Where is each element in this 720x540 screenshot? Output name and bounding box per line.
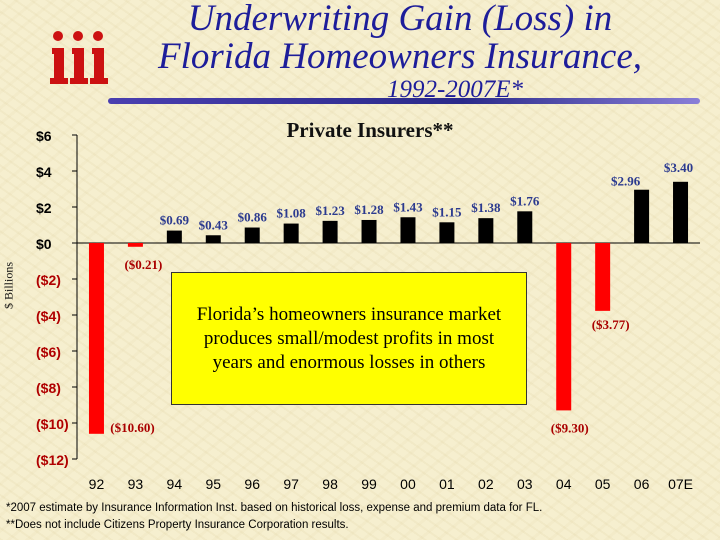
x-tick-label: 02 [478,476,494,492]
title-underline [108,98,700,104]
chart-axes: $6 $4 $2 $0 ($2) ($4) ($6) ($8) ($10) ($12) 92 93 94… [36,128,700,492]
bar-94 [166,230,182,243]
data-label-04: ($9.30) [551,420,589,435]
x-tick-label: 07E [668,476,693,492]
x-tick-label: 95 [205,476,221,492]
bar-06 [634,189,650,243]
annotation-callout: Florida’s homeowners insurance market pr… [171,272,527,405]
data-label-92: ($10.60) [110,420,154,435]
data-label-02: $1.38 [471,200,501,215]
y-tick-label: ($4) [36,308,61,324]
data-label-05: ($3.77) [592,317,630,332]
x-tick-label: 98 [322,476,338,492]
chart-title-line1: Underwriting Gain (Loss) in [187,0,613,39]
data-label-98: $1.23 [315,203,345,218]
y-tick-label: $4 [36,164,52,180]
chart-title: Underwriting Gain (Loss) in Florida Home… [100,0,700,104]
x-tick-label: 01 [439,476,455,492]
chart-subtitle: Private Insurers** [286,118,454,142]
y-tick-label: ($2) [36,272,61,288]
x-tick-label: 96 [244,476,260,492]
y-tick-label: ($12) [36,452,69,468]
y-tick-label: $6 [36,128,52,144]
bar-96 [244,227,260,243]
data-label-95: $0.43 [199,217,229,232]
data-label-96: $0.86 [238,210,268,225]
bar-92 [88,243,104,434]
bar-99 [361,219,377,243]
data-label-99: $1.28 [354,202,384,217]
x-tick-label: 94 [167,476,183,492]
data-label-03: $1.76 [510,193,540,208]
data-label-07E: $3.40 [664,160,693,175]
y-tick-label: ($6) [36,344,61,360]
data-label-94: $0.69 [160,213,190,228]
x-tick-label: 03 [517,476,533,492]
x-tick-label: 99 [361,476,377,492]
bar-07E [673,181,689,243]
bar-04 [556,243,572,411]
data-label-97: $1.08 [277,206,307,221]
bar-03 [517,211,533,243]
x-tick-label: 92 [89,476,105,492]
x-tick-label: 05 [595,476,611,492]
chart-bars [88,181,689,434]
x-tick-label: 06 [634,476,650,492]
bar-98 [322,220,338,243]
data-label-06: $2.96 [611,174,641,189]
bar-05 [595,243,611,311]
data-label-00: $1.43 [393,199,423,214]
y-tick-label: ($10) [36,416,69,432]
y-tick-label: $2 [36,200,52,216]
bar-00 [400,217,416,243]
bar-02 [478,218,494,243]
iii-logo-icon [50,31,108,84]
chart-title-line2: Florida Homeowners Insurance, [157,36,643,77]
bar-97 [283,223,299,243]
data-label-01: $1.15 [432,204,462,219]
y-tick-label: ($8) [36,380,61,396]
y-tick-label: $0 [36,236,52,252]
bar-95 [205,235,221,243]
x-tick-label: 97 [283,476,299,492]
data-label-93: ($0.21) [124,257,162,272]
footnote-2: **Does not include Citizens Property Ins… [6,519,349,531]
x-tick-label: 93 [128,476,144,492]
footnote-1: *2007 estimate by Insurance Information … [6,502,543,514]
x-tick-label: 00 [400,476,416,492]
chart-data-labels: ($10.60) ($0.21) $0.69 $0.43 $0.86 $1.08 $1.23… [110,160,693,436]
bar-01 [439,222,455,243]
x-tick-label: 04 [556,476,572,492]
bar-93 [127,243,143,247]
